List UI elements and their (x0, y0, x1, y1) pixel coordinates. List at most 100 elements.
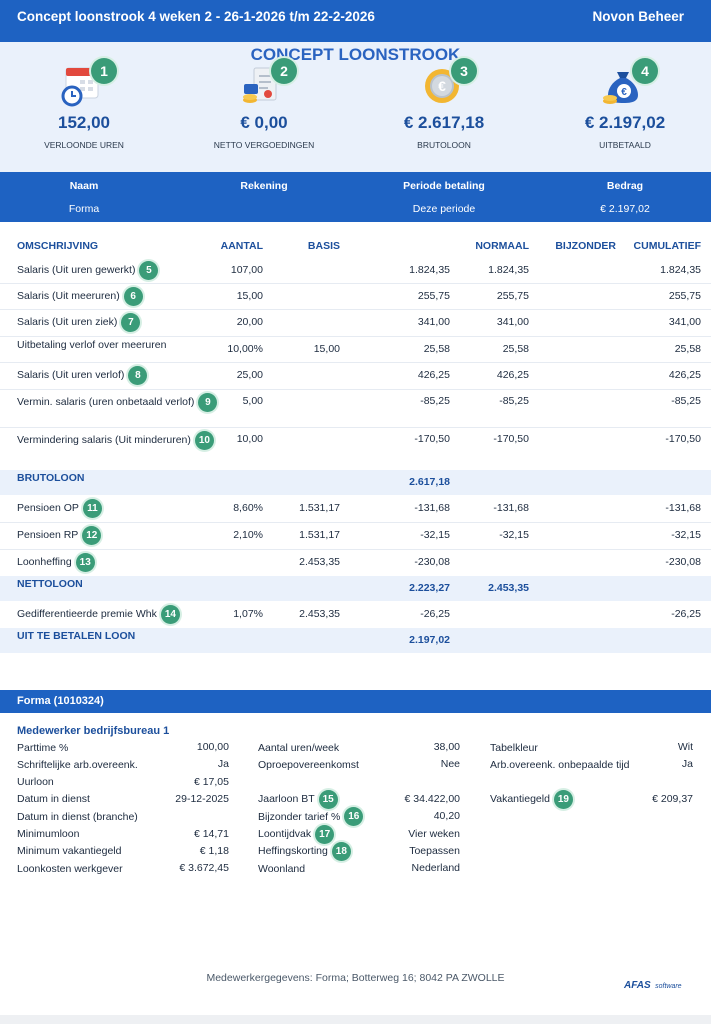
description-text: Gedifferentieerde premie Whk (17, 608, 157, 620)
detail-value: 38,00 (433, 741, 460, 753)
column-header: CUMULATIEF (633, 240, 701, 252)
description: Salaris (Uit meeruren) 6 (17, 286, 143, 306)
amount: 2.223,27 (409, 582, 450, 594)
amount: 341,00 (417, 316, 450, 328)
line-row: Salaris (Uit meeruren) 6 15,00 255,75 255,75… (0, 283, 711, 310)
amount: -131,68 (665, 502, 701, 514)
detail-value: Toepassen (409, 844, 460, 857)
detail-label: Bijzonder tarief % 16 (258, 807, 364, 827)
kpi-label: BRUTOLOON (417, 140, 471, 150)
line-row: Pensioen OP 11 8,60% 1.531,17 -131,68 -131,68… (0, 495, 711, 523)
description-text: Loonheffing (17, 556, 72, 568)
detail-label: Loontijdvak 17 (258, 824, 335, 844)
amount: 2.453,35 (488, 582, 529, 594)
detail-value: € 17,05 (193, 775, 229, 788)
detail-label: Parttime % (17, 738, 68, 757)
badge: 16 (344, 807, 364, 827)
amount: 5,00 (242, 395, 263, 407)
description: Loonheffing 13 (17, 553, 95, 572)
detail-label: Vakantiegeld 19 (490, 789, 573, 809)
payment-cell: € 2.197,02 (600, 203, 650, 215)
summary-panel: CONCEPT LOONSTROOK 1 152,00 VERLOONDE UREN… (0, 42, 711, 172)
description-text: Uitbetaling verlof over meeruren (17, 338, 167, 351)
amount: 25,00 (236, 369, 263, 381)
kpi-value: € 2.197,02 (584, 113, 666, 132)
detail-label: Datum in dienst (17, 790, 90, 809)
amount: 426,25 (417, 369, 450, 381)
kpi-value: € 2.617,18 (403, 113, 485, 132)
icon (243, 67, 277, 103)
kpi-icon: € (418, 62, 466, 110)
logo-sub: software (655, 983, 682, 990)
description: Vermin. salaris (uren onbetaald verlof) 9 (17, 393, 218, 412)
description-text: NETTOLOON (17, 578, 83, 590)
detail-label: Minimum vakantiegeld (17, 842, 121, 861)
detail-value: Ja (217, 758, 229, 771)
detail-value: 100,00 (196, 741, 229, 753)
line-row: Uitbetaling verlof over meeruren 10,00% 15… (0, 336, 711, 363)
label-text: Aantal uren/week (258, 741, 340, 754)
badge: 12 (82, 526, 102, 545)
page-title: Concept loonstrook 4 weken 2 - 26-1-2026… (17, 9, 375, 24)
kpi-icon: € (599, 62, 647, 110)
amount: -170,50 (665, 433, 701, 445)
badge: 10 (194, 431, 214, 450)
badge: 6 (123, 286, 143, 306)
amount: 2.197,02 (409, 634, 450, 646)
badge: 7 (121, 313, 141, 332)
label-text: Minimum vakantiegeld (17, 845, 122, 858)
description-text: Salaris (Uit uren verlof) (17, 369, 125, 381)
kpi-badge: 4 (632, 58, 658, 84)
kpi-label: NETTO VERGOEDINGEN (213, 140, 315, 150)
kpi-label: UITBETAALD (599, 140, 651, 150)
line-row: Salaris (Uit uren ziek) 7 20,00 341,00 341,0… (0, 309, 711, 337)
badge: 9 (198, 393, 218, 412)
detail-label: Tabelkleur (490, 738, 538, 757)
label-text: Datum in dienst (branche) (17, 810, 138, 823)
payment-cell: Forma (68, 203, 100, 215)
label-text: Heffingskorting (258, 845, 328, 858)
amount: -32,15 (671, 529, 701, 541)
amount: 255,75 (668, 289, 701, 302)
description-text: Pensioen RP (17, 529, 79, 541)
amount: -170,50 (414, 433, 450, 445)
line-row: Vermin. salaris (uren onbetaald verlof) 9… (0, 389, 711, 428)
amount: -85,25 (499, 395, 529, 407)
badge: 5 (139, 260, 159, 280)
label-text: Loontijdvak (258, 828, 312, 840)
label-text: Woonland (258, 862, 306, 875)
kpi-icon (238, 62, 286, 110)
lines-table: OMSCHRIJVING AANTAL BASIS NORMAAL BIJZONDER C… (0, 240, 711, 653)
detail-label: Loonkosten werkgever (17, 859, 123, 878)
amount: 8,60% (233, 502, 263, 514)
employee-bar: Forma (1010324) (0, 690, 711, 713)
kpi-badge: 3 (451, 58, 477, 84)
payment-header: Rekening (240, 180, 288, 192)
company-name: Novon Beheer (592, 9, 684, 24)
amount: 1.824,35 (488, 263, 529, 276)
detail-value: 29-12-2025 (175, 792, 229, 805)
amount: 10,00% (227, 342, 263, 355)
detail-value: Ja (681, 758, 693, 771)
amount: 426,25 (668, 369, 701, 381)
detail-label: Jaarloon BT 15 (258, 789, 338, 809)
amount: 15,00 (236, 289, 263, 302)
description-text: Vermindering salaris (Uit minderuren) (17, 434, 191, 446)
detail-label: Datum in dienst (branche) (17, 807, 138, 826)
payment-header: Periode betaling (403, 180, 485, 192)
amount: 2.617,18 (409, 476, 450, 488)
amount: -230,08 (665, 556, 701, 568)
detail-value: Wit (677, 741, 693, 753)
description-text: Salaris (Uit meeruren) (17, 289, 120, 302)
description: Pensioen OP 11 (17, 499, 102, 518)
label-text: Bijzonder tarief % (258, 810, 341, 823)
line-row: Salaris (Uit uren verlof) 8 25,00 426,25 426… (0, 362, 711, 390)
amount: 2.453,35 (299, 556, 340, 568)
payment-header: Naam (69, 180, 99, 192)
kpi-icon (58, 62, 106, 110)
amount: -32,15 (420, 529, 450, 541)
amount: 341,00 (668, 316, 701, 328)
detail-value: Nee (440, 758, 460, 771)
badge: 11 (82, 499, 102, 518)
